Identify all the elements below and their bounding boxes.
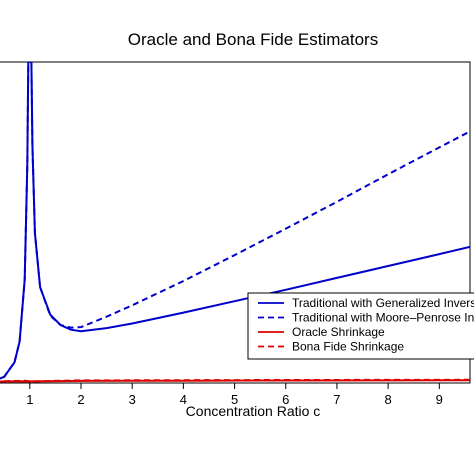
series-line-4 bbox=[0, 378, 470, 383]
legend: Traditional with Generalized InverseTrad… bbox=[247, 292, 474, 360]
legend-label: Oracle Shrinkage bbox=[292, 325, 385, 339]
x-tick-label: 7 bbox=[333, 392, 340, 407]
series-line-2 bbox=[0, 62, 470, 380]
x-tick-label: 8 bbox=[384, 392, 391, 407]
x-tick-label: 9 bbox=[436, 392, 443, 407]
plot-frame bbox=[0, 61, 471, 384]
x-tick-label: 6 bbox=[282, 392, 289, 407]
legend-label: Bona Fide Shrinkage bbox=[292, 340, 404, 354]
legend-box bbox=[247, 292, 474, 360]
x-tick-label: 5 bbox=[231, 392, 238, 407]
plot-border bbox=[0, 61, 471, 384]
x-axis-label: Concentration Ratio c bbox=[186, 403, 321, 419]
x-tick-label: 1 bbox=[26, 392, 33, 407]
x-tick-label: 2 bbox=[77, 392, 84, 407]
chart-title: Oracle and Bona Fide Estimators bbox=[128, 30, 378, 49]
x-axis-ticks: 1 2 3 4 5 6 7 8 9 bbox=[26, 383, 443, 407]
x-tick-label: 3 bbox=[129, 392, 136, 407]
x-tick-label: 4 bbox=[180, 392, 187, 407]
legend-label: Traditional with Generalized Inverse bbox=[292, 296, 474, 310]
series-layer bbox=[0, 62, 470, 383]
legend-label: Traditional with Moore–Penrose Inverse bbox=[292, 311, 474, 325]
